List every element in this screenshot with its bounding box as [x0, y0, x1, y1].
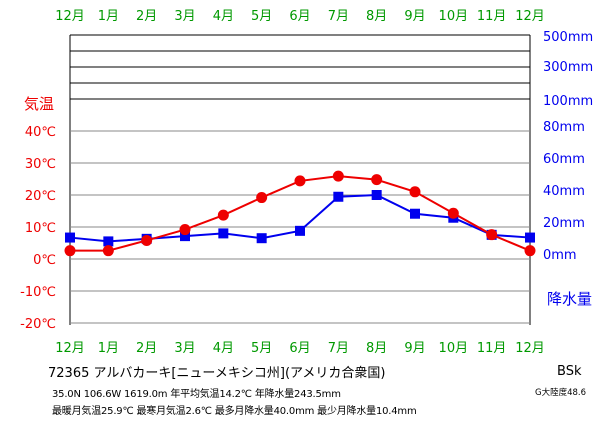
location-stats: 35.0N 106.6W 1619.0m 年平均気温14.2℃ 年降水量243.… [52, 385, 341, 400]
month-label-top: 11月 [477, 9, 507, 24]
month-label-top: 6月 [289, 9, 310, 24]
month-label-bottom: 5月 [251, 341, 272, 356]
max-month-precip: 最多月降水量40.0mm [214, 406, 315, 417]
temperature-tick-label: 20℃ [25, 189, 56, 204]
precipitation-point [256, 233, 267, 244]
month-label-bottom: 2月 [136, 341, 157, 356]
precipitation-point [65, 232, 75, 243]
month-label-bottom: 12月 [515, 341, 545, 356]
temperature-point [409, 186, 421, 198]
precipitation-point [103, 236, 114, 247]
continentality-index: G大陸度48.6 [535, 388, 587, 398]
temperature-tick-label: -20℃ [20, 317, 56, 332]
temperature-point [486, 229, 498, 241]
precipitation-axis: 500mm 300mm 100mm 80mm 60mm 40mm 20mm 0mm 降水量 [543, 30, 593, 308]
month-label-top: 3月 [174, 9, 195, 24]
month-label-bottom: 12月 [55, 341, 85, 356]
min-month-precip: 最少月降水量10.4mm [317, 406, 417, 417]
month-label-top: 8月 [366, 9, 387, 24]
month-label-top: 2月 [136, 9, 157, 24]
precipitation-series [65, 190, 535, 247]
temperature-series [64, 170, 536, 257]
precipitation-tick-label: 300mm [543, 60, 593, 75]
precipitation-tick-label: 40mm [543, 184, 585, 199]
temperature-point [141, 234, 153, 246]
month-label-top: 9月 [404, 9, 425, 24]
month-label-bottom: 6月 [289, 341, 310, 356]
precipitation-point [180, 231, 190, 242]
month-label-top: 12月 [55, 9, 85, 24]
bottom-month-labels: 12月 1月 2月 3月 4月 5月 6月 7月 8月 9月 10月 11月 12月 [55, 341, 545, 356]
coordinates: 35.0N 106.6W 1619.0m [52, 389, 168, 400]
annual-precipitation: 年降水量243.5mm [254, 389, 341, 400]
month-label-top: 1月 [98, 9, 119, 24]
warmest-month-temp: 最暖月気温25.9℃ [52, 406, 134, 417]
extremes-stats: 最暖月気温25.9℃ 最寒月気温2.6℃ 最多月降水量40.0mm 最少月降水量… [52, 402, 417, 417]
month-label-bottom: 4月 [213, 341, 234, 356]
month-label-top: 5月 [251, 9, 272, 24]
month-label-bottom: 10月 [439, 341, 469, 356]
temperature-point [524, 245, 536, 257]
precipitation-axis-title: 降水量 [547, 290, 592, 308]
coldest-month-temp: 最寒月気温2.6℃ [136, 406, 212, 417]
temperature-point [294, 175, 306, 187]
temperature-point [102, 245, 114, 257]
month-label-bottom: 9月 [404, 341, 425, 356]
month-label-bottom: 11月 [477, 341, 507, 356]
month-label-top: 12月 [515, 9, 545, 24]
precipitation-point [371, 190, 382, 200]
temperature-tick-label: 0℃ [33, 253, 56, 268]
koppen-class: BSk [557, 364, 582, 379]
precipitation-point [295, 225, 305, 236]
station-line: 72365 アルバカーキ[ニューメキシコ州](アメリカ合衆国) [48, 366, 386, 381]
top-month-labels: 12月 1月 2月 3月 4月 5月 6月 7月 8月 9月 10月 11月 12月 [55, 9, 545, 24]
temperature-point [447, 207, 459, 219]
temperature-tick-label: -10℃ [20, 285, 56, 300]
precipitation-point [525, 232, 535, 243]
precipitation-tick-label: 500mm [543, 30, 593, 45]
grid-lines [69, 34, 531, 325]
month-label-bottom: 7月 [328, 341, 349, 356]
temperature-axis: 40℃ 30℃ 20℃ 10℃ 0℃ -10℃ -20℃ 気温 [20, 95, 56, 332]
month-label-top: 7月 [328, 9, 349, 24]
temperature-point [371, 174, 383, 186]
temperature-tick-label: 40℃ [25, 125, 56, 140]
month-label-bottom: 3月 [174, 341, 195, 356]
temperature-point [256, 192, 268, 204]
precipitation-tick-label: 60mm [543, 152, 585, 167]
temperature-tick-label: 10℃ [25, 221, 56, 236]
precipitation-tick-label: 20mm [543, 216, 585, 231]
temperature-axis-title: 気温 [24, 95, 54, 113]
precipitation-tick-label: 80mm [543, 120, 585, 135]
temperature-point [179, 224, 191, 236]
precipitation-point [410, 208, 420, 219]
precipitation-point [218, 228, 229, 239]
month-label-bottom: 1月 [98, 341, 119, 356]
month-label-top: 10月 [439, 9, 469, 24]
precipitation-point [333, 191, 344, 202]
month-label-top: 4月 [213, 9, 234, 24]
precipitation-tick-label: 100mm [543, 94, 593, 109]
temperature-tick-label: 30℃ [25, 157, 56, 172]
temperature-point [64, 245, 76, 257]
temperature-point [332, 170, 344, 182]
temperature-point [217, 209, 229, 221]
month-label-bottom: 8月 [366, 341, 387, 356]
annual-temperature: 年平均気温14.2℃ [170, 389, 252, 400]
precipitation-tick-label: 0mm [543, 248, 577, 263]
